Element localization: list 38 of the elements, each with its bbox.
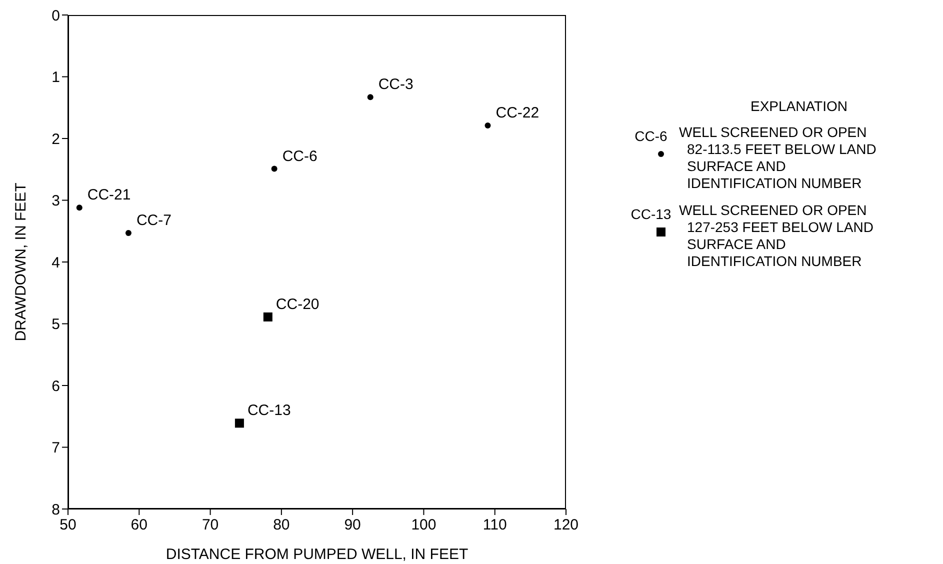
point (234, 418, 244, 428)
y-tick-label: 8 (52, 501, 60, 518)
point (271, 166, 278, 172)
data-label: CC-13 (247, 402, 291, 420)
y-tick-label: 1 (52, 69, 60, 86)
x-axis-title: DISTANCE FROM PUMPED WELL, IN FEET (166, 546, 468, 563)
y-tick-label: 4 (52, 254, 60, 272)
x-tick-label: 80 (273, 516, 290, 534)
data-label: CC-3 (378, 76, 414, 94)
point (484, 122, 491, 129)
y-axis-title: DRAWDOWN, IN FEET (12, 182, 30, 342)
x-tick-label: 90 (344, 516, 361, 534)
point (125, 230, 132, 236)
legend-label: WELL SCREENED OR OPEN 82-113.5 FEET BELOW LAND SURFACE AND IDENTIFICATION NUMBER (679, 124, 878, 192)
data-label: CC-21 (87, 186, 131, 204)
x-tick-label: 110 (482, 516, 507, 534)
point (76, 204, 82, 211)
x-tick-label: 60 (130, 516, 148, 534)
data-label: CC-7 (136, 212, 172, 229)
y-tick-label: 5 (52, 316, 60, 334)
x-tick-label: 50 (60, 516, 76, 534)
y-tick-label: 3 (52, 192, 60, 210)
data-label: CC-22 (496, 104, 540, 122)
data-label: CC-20 (276, 296, 320, 313)
x-tick-label: 120 (553, 516, 579, 534)
text: CC-6 (634, 128, 668, 144)
y-tick-label: 6 (52, 378, 60, 395)
x-tick-label: 70 (202, 516, 219, 534)
legend-title: EXPLANATION (750, 98, 848, 114)
data-label: CC-6 (282, 148, 318, 165)
y-tick-label: 2 (52, 130, 60, 148)
text: CC-13 (630, 206, 672, 222)
point (367, 94, 374, 100)
legend-label: WELL SCREENED OR OPEN 127-253 FEET BELOW LAND SURFACE AND IDENTIFICATION NUMBER (679, 202, 874, 270)
point (263, 312, 272, 322)
x-tick-label: 100 (411, 516, 436, 534)
y-tick-label: 0 (52, 7, 60, 24)
y-tick-label: 7 (52, 440, 60, 457)
